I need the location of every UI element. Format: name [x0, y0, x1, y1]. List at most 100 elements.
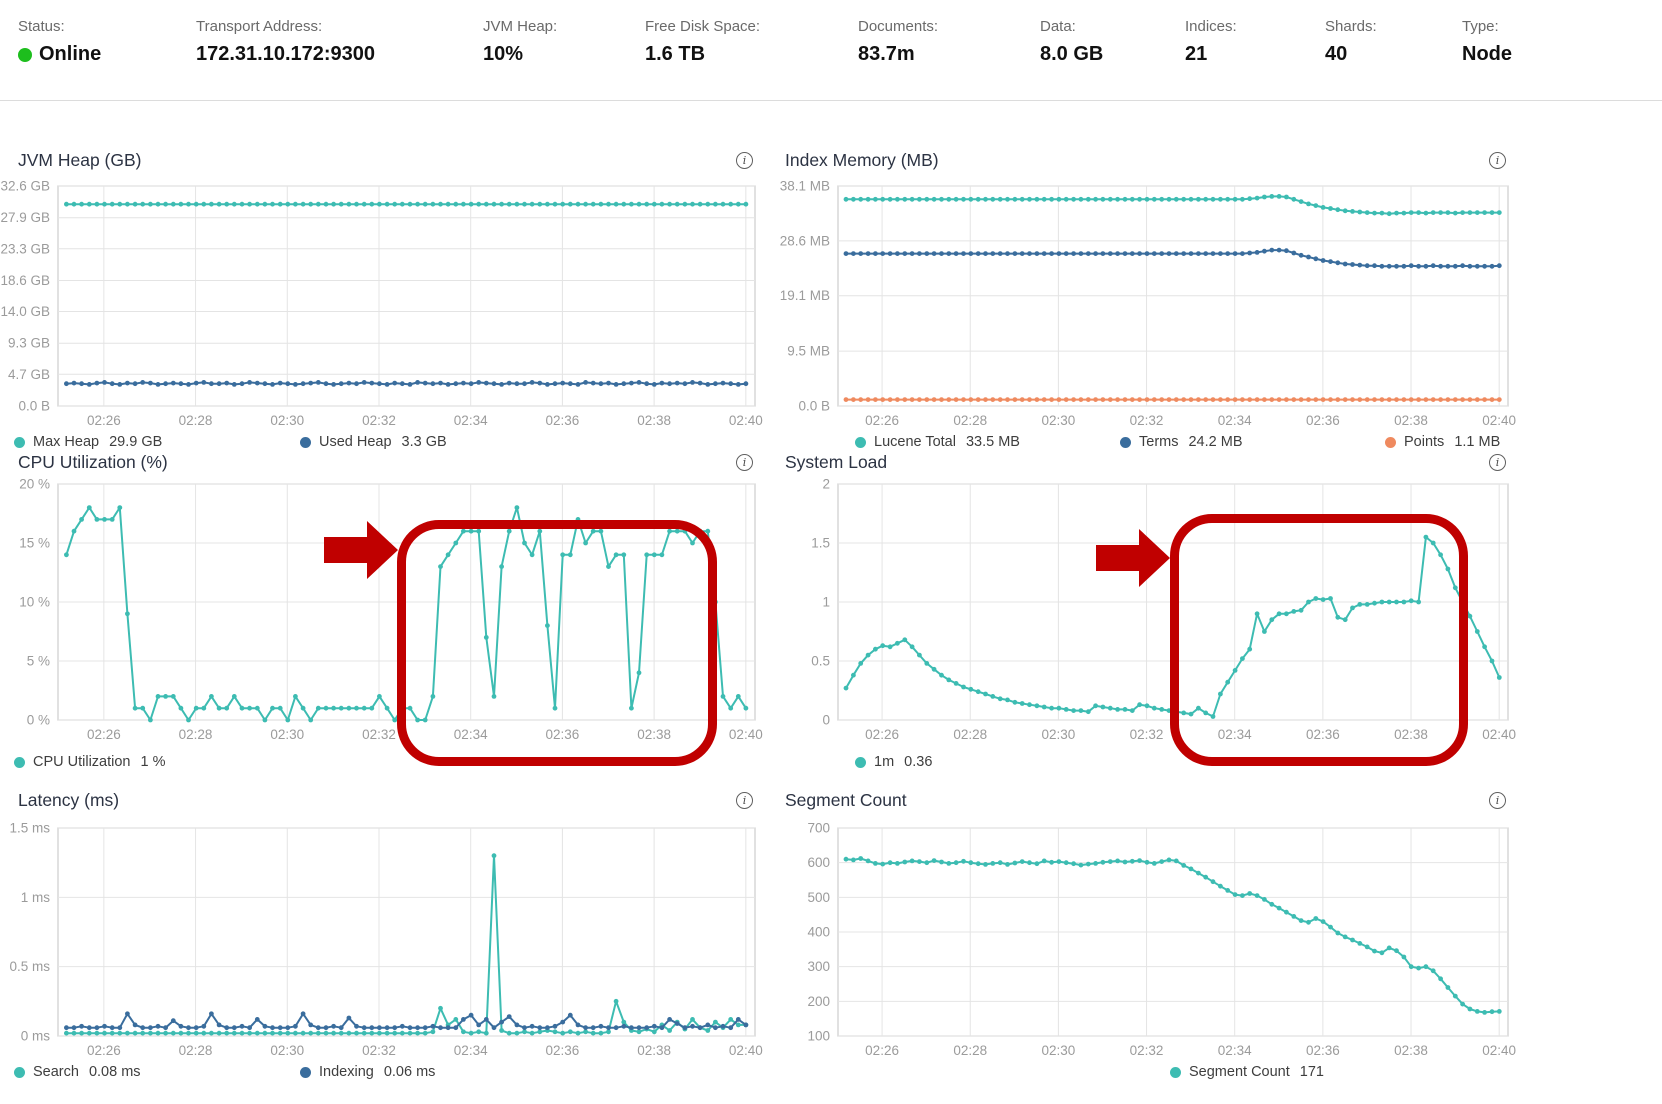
- data-point: [1129, 251, 1135, 256]
- data-point: [720, 380, 726, 386]
- data-point: [1078, 196, 1084, 202]
- chart-title-latency: Latency (ms): [18, 790, 120, 810]
- data-point: [873, 397, 878, 402]
- data-point: [64, 552, 69, 558]
- y-tick-label: 38.1 MB: [780, 179, 830, 194]
- data-point: [163, 381, 169, 387]
- data-point: [1181, 710, 1187, 716]
- stat-value: Online: [39, 43, 102, 65]
- data-point: [895, 861, 900, 866]
- data-point: [483, 635, 489, 640]
- data-point: [1166, 397, 1172, 402]
- data-point: [583, 540, 588, 546]
- legend-item-indexing: Indexing 0.06 ms: [300, 1064, 586, 1080]
- data-point: [369, 1030, 375, 1036]
- info-icon[interactable]: i: [1489, 152, 1506, 169]
- data-point: [1210, 196, 1216, 202]
- data-point: [1350, 937, 1355, 943]
- data-point: [629, 201, 634, 207]
- data-point: [851, 251, 856, 256]
- data-point: [1364, 397, 1370, 402]
- data-point: [931, 251, 937, 256]
- data-point: [667, 381, 672, 387]
- x-tick-label: 02:36: [1306, 727, 1340, 742]
- data-point: [1423, 397, 1429, 402]
- data-point: [1320, 258, 1326, 263]
- data-point: [491, 1025, 497, 1031]
- data-point: [1284, 194, 1289, 200]
- chart-index-memory: 38.1 MB 28.6 MB 19.1 MB 9.5 MB 0.0 B 02:26 02:…: [780, 179, 1516, 429]
- info-icon[interactable]: i: [736, 792, 753, 809]
- data-point: [522, 381, 527, 387]
- data-point: [247, 380, 253, 385]
- data-point: [1078, 251, 1084, 256]
- legend-dot-icon: [14, 436, 25, 448]
- x-tick-label: 02:38: [1394, 727, 1428, 742]
- data-point: [1240, 397, 1245, 402]
- data-point: [209, 694, 214, 699]
- data-point: [902, 397, 908, 402]
- data-point: [407, 705, 413, 711]
- data-point: [743, 201, 749, 207]
- data-point: [629, 380, 634, 386]
- data-point: [1056, 251, 1062, 256]
- data-point: [361, 705, 367, 711]
- legend-dot-icon: [300, 1066, 311, 1078]
- stat-label: JVM Heap:: [483, 18, 558, 35]
- data-point: [86, 505, 92, 510]
- data-point: [1269, 247, 1275, 253]
- data-point: [384, 705, 390, 711]
- data-point: [338, 1025, 344, 1031]
- data-point: [148, 1025, 153, 1031]
- info-icon[interactable]: i: [1489, 454, 1506, 471]
- info-icon[interactable]: i: [736, 152, 753, 169]
- data-point: [438, 201, 443, 207]
- data-point: [667, 1028, 672, 1033]
- data-point: [1350, 262, 1355, 267]
- data-point: [170, 201, 176, 207]
- data-point: [293, 1030, 298, 1036]
- x-tick-label: 02:34: [454, 727, 488, 742]
- data-point: [946, 861, 952, 866]
- data-point: [728, 705, 734, 711]
- data-point: [285, 1025, 291, 1031]
- data-point: [186, 201, 191, 207]
- info-icon[interactable]: i: [736, 454, 753, 471]
- data-point: [453, 540, 459, 546]
- data-point: [1474, 397, 1480, 402]
- data-point: [308, 1030, 314, 1036]
- data-point: [1445, 985, 1451, 990]
- data-point: [415, 380, 420, 385]
- plot-area: [57, 185, 756, 407]
- data-point: [961, 397, 966, 402]
- data-point: [1122, 251, 1128, 256]
- data-point: [1496, 210, 1502, 215]
- data-point: [735, 382, 741, 387]
- data-point: [71, 1025, 77, 1031]
- data-point: [1085, 196, 1091, 202]
- data-point: [1423, 534, 1429, 540]
- data-point: [231, 1030, 237, 1036]
- data-point: [125, 611, 130, 617]
- info-icon[interactable]: i: [1489, 792, 1506, 809]
- y-tick-label: 23.3 GB: [0, 241, 50, 256]
- data-point: [931, 397, 937, 402]
- data-point: [1218, 397, 1223, 402]
- data-point: [308, 380, 314, 386]
- stat-value: 21: [1185, 43, 1208, 65]
- data-point: [1320, 919, 1326, 924]
- data-point: [1151, 705, 1157, 711]
- data-point: [1100, 251, 1106, 256]
- data-point: [430, 694, 436, 699]
- data-point: [636, 670, 642, 676]
- data-point: [682, 201, 688, 207]
- data-point: [590, 1025, 596, 1031]
- data-point: [1298, 252, 1304, 258]
- data-point: [1401, 210, 1407, 216]
- stat-transport-address: Transport Address: 172.31.10.172:9300: [196, 18, 375, 66]
- data-point: [902, 637, 908, 643]
- data-point: [961, 196, 966, 202]
- data-point: [239, 705, 245, 711]
- data-point: [1232, 892, 1238, 897]
- data-point: [1005, 862, 1010, 867]
